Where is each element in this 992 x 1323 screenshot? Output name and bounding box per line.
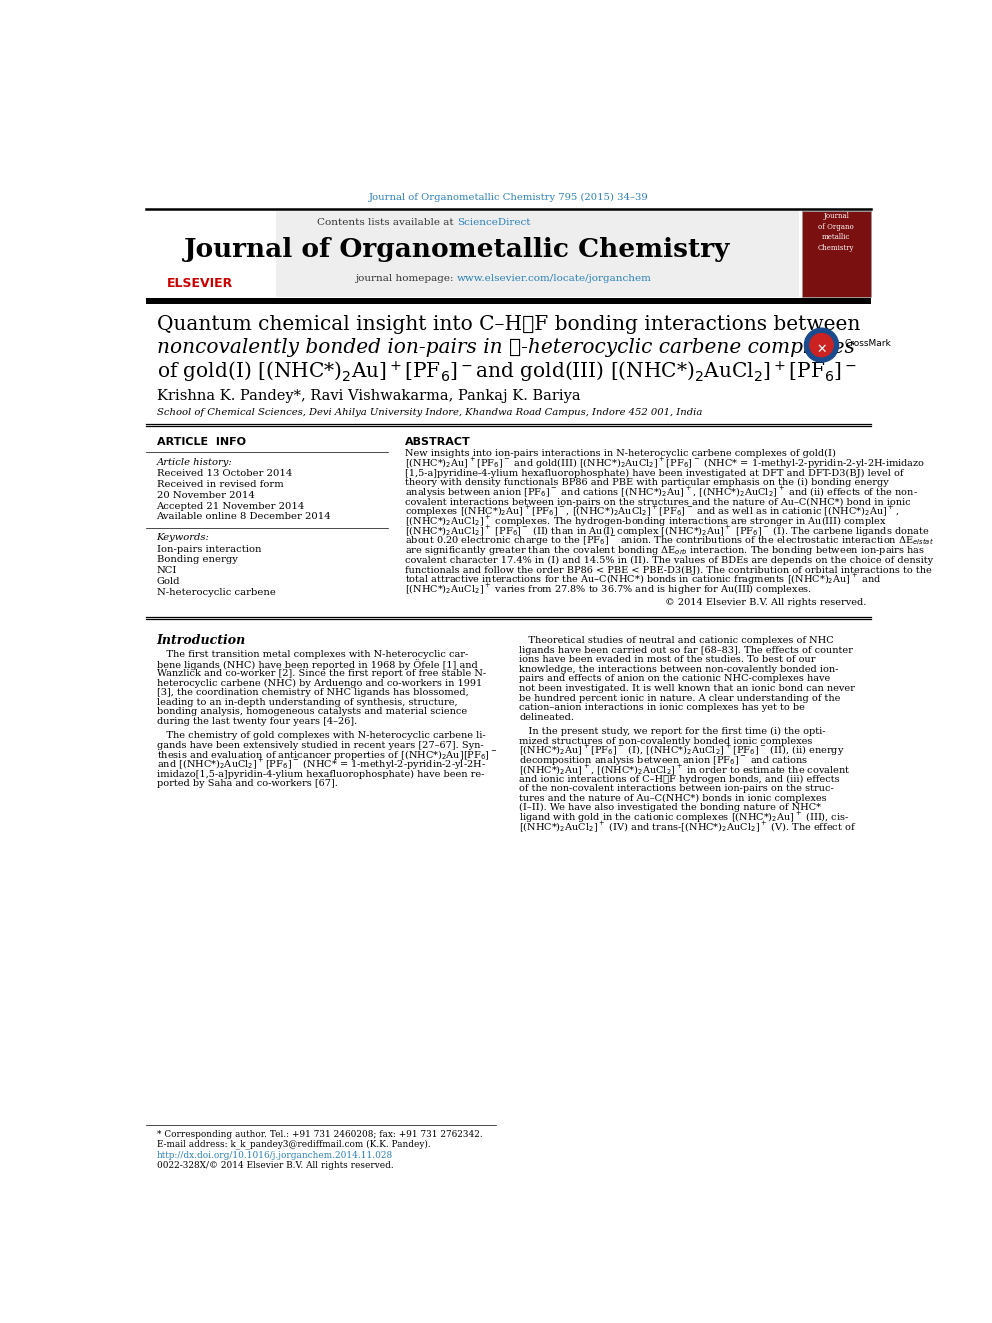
Circle shape [805, 328, 838, 363]
Text: journal homepage:: journal homepage: [355, 274, 457, 283]
Text: [(NHC*)$_2$AuCl$_2$]$^+$ complexes. The hydrogen-bonding interactions are strong: [(NHC*)$_2$AuCl$_2$]$^+$ complexes. The … [405, 515, 886, 529]
Text: bene ligands (NHC) have been reported in 1968 by Öfele [1] and: bene ligands (NHC) have been reported in… [157, 659, 477, 669]
Text: are significantly greater than the covalent bonding ΔE$_{orb}$ interaction. The : are significantly greater than the coval… [405, 544, 925, 557]
Text: and ionic interactions of C–H⋯F hydrogen bonds, and (iii) effects: and ionic interactions of C–H⋯F hydrogen… [519, 775, 840, 783]
Text: www.elsevier.com/locate/jorganchem: www.elsevier.com/locate/jorganchem [457, 274, 652, 283]
Text: ligand with gold in the cationic complexes [(NHC*)$_2$Au]$^+$ (III), cis-: ligand with gold in the cationic complex… [519, 810, 849, 826]
Text: complexes [(NHC*)$_2$Au]$^+$[PF$_6$]$^-$, [(NHC*)$_2$AuCl$_2$]$^+$[PF$_6$]$^-$ a: complexes [(NHC*)$_2$Au]$^+$[PF$_6$]$^-$… [405, 504, 899, 520]
Text: 20 November 2014: 20 November 2014 [157, 491, 254, 500]
Text: CrossMark: CrossMark [845, 339, 892, 348]
Text: not been investigated. It is well known that an ionic bond can never: not been investigated. It is well known … [519, 684, 855, 693]
Text: analysis between anion [PF$_6$]$^-$ and cations [(NHC*)$_2$Au]$^+$, [(NHC*)$_2$A: analysis between anion [PF$_6$]$^-$ and … [405, 486, 918, 500]
Bar [146, 212, 276, 298]
Text: ELSEVIER: ELSEVIER [167, 277, 233, 290]
Text: of the non-covalent interactions between ion-pairs on the struc-: of the non-covalent interactions between… [519, 785, 834, 794]
Text: leading to an in-depth understanding of synthesis, structure,: leading to an in-depth understanding of … [157, 697, 457, 706]
Text: gands have been extensively studied in recent years [27–67]. Syn-: gands have been extensively studied in r… [157, 741, 483, 750]
Text: ABSTRACT: ABSTRACT [405, 437, 470, 447]
Text: [(NHC*)$_2$Au]$^+$[PF$_6$]$^-$ and gold(III) [(NHC*)$_2$AuCl$_2$]$^+$[PF$_6$]$^-: [(NHC*)$_2$Au]$^+$[PF$_6$]$^-$ and gold(… [405, 456, 925, 471]
Text: [3], the coordination chemistry of NHC ligands has blossomed,: [3], the coordination chemistry of NHC l… [157, 688, 468, 697]
Text: New insights into ion-pairs interactions in N-heterocyclic carbene complexes of : New insights into ion-pairs interactions… [405, 448, 835, 458]
Text: tures and the nature of Au–C(NHC*) bonds in ionic complexes: tures and the nature of Au–C(NHC*) bonds… [519, 794, 827, 803]
Text: Theoretical studies of neutral and cationic complexes of NHC: Theoretical studies of neutral and catio… [519, 636, 834, 646]
Text: Contents lists available at: Contents lists available at [317, 218, 457, 228]
Text: during the last twenty four years [4–26].: during the last twenty four years [4–26]… [157, 717, 357, 726]
Text: The chemistry of gold complexes with N-heterocyclic carbene li-: The chemistry of gold complexes with N-h… [157, 732, 485, 741]
Text: Gold: Gold [157, 577, 181, 586]
Text: [(NHC*)$_2$Au]$^+$[PF$_6$]$^-$ (I), [(NHC*)$_2$AuCl$_2$]$^+$[PF$_6$]$^-$ (II), (: [(NHC*)$_2$Au]$^+$[PF$_6$]$^-$ (I), [(NH… [519, 744, 845, 758]
Text: [1,5-a]pyridine-4-ylium hexafluorophosphate) have been investigated at DFT and D: [1,5-a]pyridine-4-ylium hexafluorophosph… [405, 468, 903, 478]
Text: NCI: NCI [157, 566, 177, 576]
Text: © 2014 Elsevier B.V. All rights reserved.: © 2014 Elsevier B.V. All rights reserved… [665, 598, 866, 607]
Text: ScienceDirect: ScienceDirect [457, 218, 531, 228]
Text: imidazo[1,5-a]pyridin-4-ylium hexafluorophosphate) have been re-: imidazo[1,5-a]pyridin-4-ylium hexafluoro… [157, 770, 484, 778]
Text: Received in revised form: Received in revised form [157, 480, 284, 490]
Text: ✕: ✕ [816, 343, 826, 356]
Text: [(NHC*)$_2$Au]$^+$, [(NHC*)$_2$AuCl$_2$]$^+$ in order to estimate the covalent: [(NHC*)$_2$Au]$^+$, [(NHC*)$_2$AuCl$_2$]… [519, 762, 851, 777]
Text: Accepted 21 November 2014: Accepted 21 November 2014 [157, 501, 305, 511]
Text: (I–II). We have also investigated the bonding nature of NHC*: (I–II). We have also investigated the bo… [519, 803, 821, 812]
Text: http://dx.doi.org/10.1016/j.jorganchem.2014.11.028: http://dx.doi.org/10.1016/j.jorganchem.2… [157, 1151, 393, 1160]
Text: Ion-pairs interaction: Ion-pairs interaction [157, 545, 261, 553]
Text: E-mail address: k_k_pandey3@rediffmail.com (K.K. Pandey).: E-mail address: k_k_pandey3@rediffmail.c… [157, 1139, 431, 1150]
Text: School of Chemical Sciences, Devi Ahilya University Indore, Khandwa Road Campus,: School of Chemical Sciences, Devi Ahilya… [157, 409, 702, 417]
Text: cation–anion interactions in ionic complexes has yet to be: cation–anion interactions in ionic compl… [519, 703, 806, 712]
Circle shape [809, 333, 833, 357]
Text: Bonding energy: Bonding energy [157, 556, 237, 565]
Text: Journal of Organometallic Chemistry 795 (2015) 34–39: Journal of Organometallic Chemistry 795 … [368, 193, 649, 202]
Text: Journal
of Organo
metallic
Chemistry: Journal of Organo metallic Chemistry [818, 212, 854, 251]
Text: Available online 8 December 2014: Available online 8 December 2014 [157, 512, 331, 521]
Text: thesis and evaluation of anticancer properties of [(NHC*)$_2$Au][PF$_6$]$^-$: thesis and evaluation of anticancer prop… [157, 747, 497, 762]
Text: heterocyclic carbene (NHC) by Arduengo and co-workers in 1991: heterocyclic carbene (NHC) by Arduengo a… [157, 679, 482, 688]
Text: Keywords:: Keywords: [157, 533, 209, 542]
Text: ARTICLE  INFO: ARTICLE INFO [157, 437, 246, 447]
Text: Quantum chemical insight into C–H⋯F bonding interactions between: Quantum chemical insight into C–H⋯F bond… [157, 315, 860, 333]
Text: delineated.: delineated. [519, 713, 574, 721]
Text: ions have been evaded in most of the studies. To best of our: ions have been evaded in most of the stu… [519, 655, 815, 664]
Text: pairs and effects of anion on the cationic NHC-complexes have: pairs and effects of anion on the cation… [519, 675, 830, 684]
Text: [(NHC*)$_2$AuCl$_2$]$^+$ (IV) and trans-[(NHC*)$_2$AuCl$_2$]$^+$ (V). The effect: [(NHC*)$_2$AuCl$_2$]$^+$ (IV) and trans-… [519, 820, 857, 835]
Text: covalent interactions between ion-pairs on the structures and the nature of Au–C: covalent interactions between ion-pairs … [405, 497, 911, 507]
Text: In the present study, we report for the first time (i) the opti-: In the present study, we report for the … [519, 726, 825, 736]
Text: Received 13 October 2014: Received 13 October 2014 [157, 470, 292, 478]
Text: bonding analysis, homogeneous catalysts and material science: bonding analysis, homogeneous catalysts … [157, 708, 466, 717]
Text: * Corresponding author. Tel.: +91 731 2460208; fax: +91 731 2762342.: * Corresponding author. Tel.: +91 731 24… [157, 1130, 482, 1139]
Text: noncovalently bonded ion-pairs in ℱ-heterocyclic carbene complexes: noncovalently bonded ion-pairs in ℱ-hete… [157, 337, 854, 357]
Text: ligands have been carried out so far [68–83]. The effects of counter: ligands have been carried out so far [68… [519, 646, 853, 655]
Text: [(NHC*)$_2$AuCl$_2$]$^+$ varies from 27.8% to 36.7% and is higher for Au(III) co: [(NHC*)$_2$AuCl$_2$]$^+$ varies from 27.… [405, 582, 811, 597]
Text: decomposition analysis between anion [PF$_6$]$^-$ and cations: decomposition analysis between anion [PF… [519, 754, 808, 766]
FancyBboxPatch shape [146, 212, 799, 298]
Text: Article history:: Article history: [157, 458, 232, 467]
Bar [146, 298, 871, 303]
Text: Journal of Organometallic Chemistry: Journal of Organometallic Chemistry [185, 237, 730, 262]
Text: [(NHC*)$_2$AuCl$_2$]$^+$ [PF$_6$]$^-$ (II) than in Au(I) complex [(NHC*)$_2$Au]$: [(NHC*)$_2$AuCl$_2$]$^+$ [PF$_6$]$^-$ (I… [405, 524, 930, 538]
Text: N-heterocyclic carbene: N-heterocyclic carbene [157, 587, 276, 597]
Text: ported by Saha and co-workers [67].: ported by Saha and co-workers [67]. [157, 779, 337, 789]
Bar [803, 212, 871, 298]
Text: knowledge, the interactions between non-covalently bonded ion-: knowledge, the interactions between non-… [519, 665, 838, 673]
Text: mized structures of non-covalently bonded ionic complexes: mized structures of non-covalently bonde… [519, 737, 812, 746]
Text: functionals and follow the order BP86 < PBE < PBE-D3(BJ). The contribution of or: functionals and follow the order BP86 < … [405, 565, 931, 574]
Text: Wanzlick and co-worker [2]. Since the first report of free stable N-: Wanzlick and co-worker [2]. Since the fi… [157, 669, 486, 679]
Text: theory with density functionals BP86 and PBE with particular emphasis on the (i): theory with density functionals BP86 and… [405, 478, 888, 487]
Text: about 0.20 electronic charge to the [PF$_6$]$^-$ anion. The contributions of the: about 0.20 electronic charge to the [PF$… [405, 534, 933, 548]
Text: Introduction: Introduction [157, 634, 246, 647]
Text: and [(NHC*)$_2$AuCl$_2$]$^+$[PF$_6$]$^-$ (NHC* = 1-methyl-2-pyridin-2-yl-2H-: and [(NHC*)$_2$AuCl$_2$]$^+$[PF$_6$]$^-$… [157, 757, 485, 773]
Text: covalent character 17.4% in (I) and 14.5% in (II). The values of BDEs are depend: covalent character 17.4% in (I) and 14.5… [405, 556, 932, 565]
Text: be hundred percent ionic in nature. A clear understanding of the: be hundred percent ionic in nature. A cl… [519, 693, 840, 703]
Text: total attractive interactions for the Au–C(NHC*) bonds in cationic fragments [(N: total attractive interactions for the Au… [405, 573, 881, 587]
Text: 0022-328X/© 2014 Elsevier B.V. All rights reserved.: 0022-328X/© 2014 Elsevier B.V. All right… [157, 1162, 393, 1171]
Text: of gold(I) [(NHC*)$_2$Au]$^+$[PF$_6$]$^-$and gold(III) [(NHC*)$_2$AuCl$_2$]$^+$[: of gold(I) [(NHC*)$_2$Au]$^+$[PF$_6$]$^-… [157, 360, 857, 385]
Text: The first transition metal complexes with N-heterocyclic car-: The first transition metal complexes wit… [157, 650, 468, 659]
Text: Krishna K. Pandey*, Ravi Vishwakarma, Pankaj K. Bariya: Krishna K. Pandey*, Ravi Vishwakarma, Pa… [157, 389, 580, 404]
